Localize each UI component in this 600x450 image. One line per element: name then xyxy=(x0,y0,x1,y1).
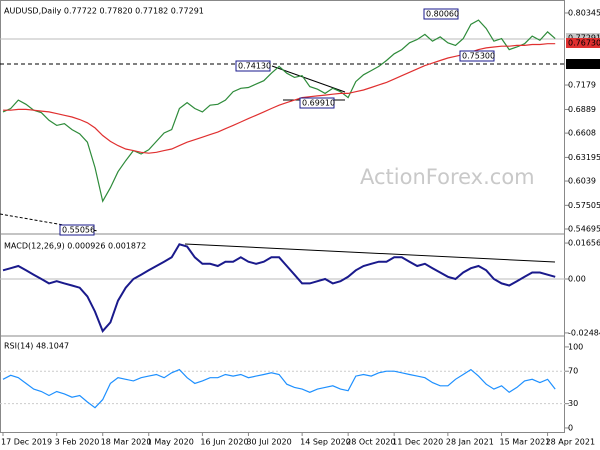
y-tick-label: 100 xyxy=(568,342,583,351)
x-tick-label: 28 Apr 2021 xyxy=(546,438,595,447)
annotation: 0.80060 xyxy=(426,10,459,19)
x-tick-label: 18 Mar 2020 xyxy=(101,438,152,447)
y-tick-label: 0.57505 xyxy=(568,201,600,210)
trend-line xyxy=(184,243,556,263)
annotation-box xyxy=(59,224,95,236)
y-tick-label: 0.6889 xyxy=(568,105,596,114)
y-tick-label: 0.016567 xyxy=(568,239,600,248)
price-label-box xyxy=(566,38,600,48)
x-tick-label: 16 Jun 2020 xyxy=(200,438,248,447)
y-tick-label: -0.02484 xyxy=(568,328,600,337)
annotation: 0.69910 xyxy=(302,99,335,108)
annotation-box xyxy=(423,8,459,20)
x-tick-label: 28 Oct 2020 xyxy=(346,438,395,447)
series-line xyxy=(2,19,556,203)
price-label: 0.74130 xyxy=(568,60,600,69)
x-tick-label: 3 Feb 2020 xyxy=(55,438,100,447)
x-tick-label: 17 Dec 2019 xyxy=(1,438,52,447)
panel-title: RSI(14) 48.1047 xyxy=(4,342,69,351)
x-tick-label: 15 Mar 2021 xyxy=(500,438,551,447)
y-tick-label: 0.54695 xyxy=(568,225,600,234)
series-line xyxy=(2,368,556,409)
panel-title: MACD(12,26,9) 0.000926 0.001872 xyxy=(4,242,146,251)
annotation-box xyxy=(299,97,335,109)
plot-frame xyxy=(0,0,565,433)
y-tick-label: 70 xyxy=(568,367,578,376)
y-tick-label: 0 xyxy=(568,423,573,432)
y-tick-label: 30 xyxy=(568,399,578,408)
x-tick-label: 1 May 2020 xyxy=(147,438,194,447)
x-tick-label: 30 Jul 2020 xyxy=(246,438,291,447)
x-tick-label: 28 Jan 2021 xyxy=(446,438,494,447)
annotation-box xyxy=(459,50,495,62)
price-label: 0.76730 xyxy=(568,39,600,48)
y-tick-label: 0.63195 xyxy=(568,153,600,162)
annotation: 0.75300 xyxy=(462,52,495,61)
annotation-box xyxy=(235,60,271,72)
annotation: 0.74130 xyxy=(238,62,271,71)
annotation: 0.55056 xyxy=(62,226,95,235)
x-tick-label: 14 Sep 2020 xyxy=(300,438,351,447)
y-tick-label: 0.80345 xyxy=(568,8,600,17)
y-tick-label: 0.7179 xyxy=(568,81,596,90)
panel-title: AUDUSD,Daily 0.77722 0.77820 0.77182 0.7… xyxy=(4,7,204,16)
x-tick-label: 11 Dec 2020 xyxy=(392,438,443,447)
y-tick-label: 0.00 xyxy=(568,275,586,284)
series-line xyxy=(2,243,556,333)
y-tick-label: 0.6608 xyxy=(568,129,596,138)
price-label-box xyxy=(566,59,600,69)
watermark: ActionForex.com xyxy=(360,165,535,189)
y-tick-label: 0.6039 xyxy=(568,177,596,186)
